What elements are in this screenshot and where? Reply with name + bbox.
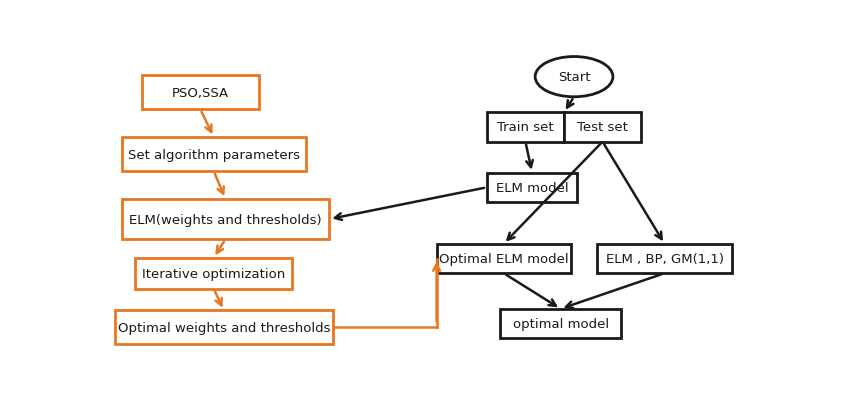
FancyBboxPatch shape [437,244,571,273]
Text: Optimal weights and thresholds: Optimal weights and thresholds [118,321,330,334]
Text: ELM model: ELM model [496,181,568,194]
FancyBboxPatch shape [121,199,330,239]
Text: Set algorithm parameters: Set algorithm parameters [128,148,299,161]
Text: PSO,SSA: PSO,SSA [172,86,229,99]
Text: Optimal ELM model: Optimal ELM model [439,252,568,265]
FancyBboxPatch shape [487,173,578,203]
FancyBboxPatch shape [115,310,333,344]
Text: Test set: Test set [577,121,628,134]
FancyBboxPatch shape [142,76,259,110]
FancyBboxPatch shape [500,309,621,338]
Text: optimal model: optimal model [513,317,609,330]
Text: Iterative optimization: Iterative optimization [142,267,285,280]
FancyBboxPatch shape [598,244,732,273]
Text: Train set: Train set [497,121,554,134]
FancyBboxPatch shape [487,113,564,142]
FancyBboxPatch shape [135,258,292,289]
Text: Start: Start [558,71,590,84]
FancyBboxPatch shape [121,138,306,172]
Ellipse shape [535,57,613,97]
FancyBboxPatch shape [564,113,641,142]
Text: ELM(weights and thresholds): ELM(weights and thresholds) [129,213,322,226]
Text: ELM , BP, GM(1,1): ELM , BP, GM(1,1) [606,252,723,265]
